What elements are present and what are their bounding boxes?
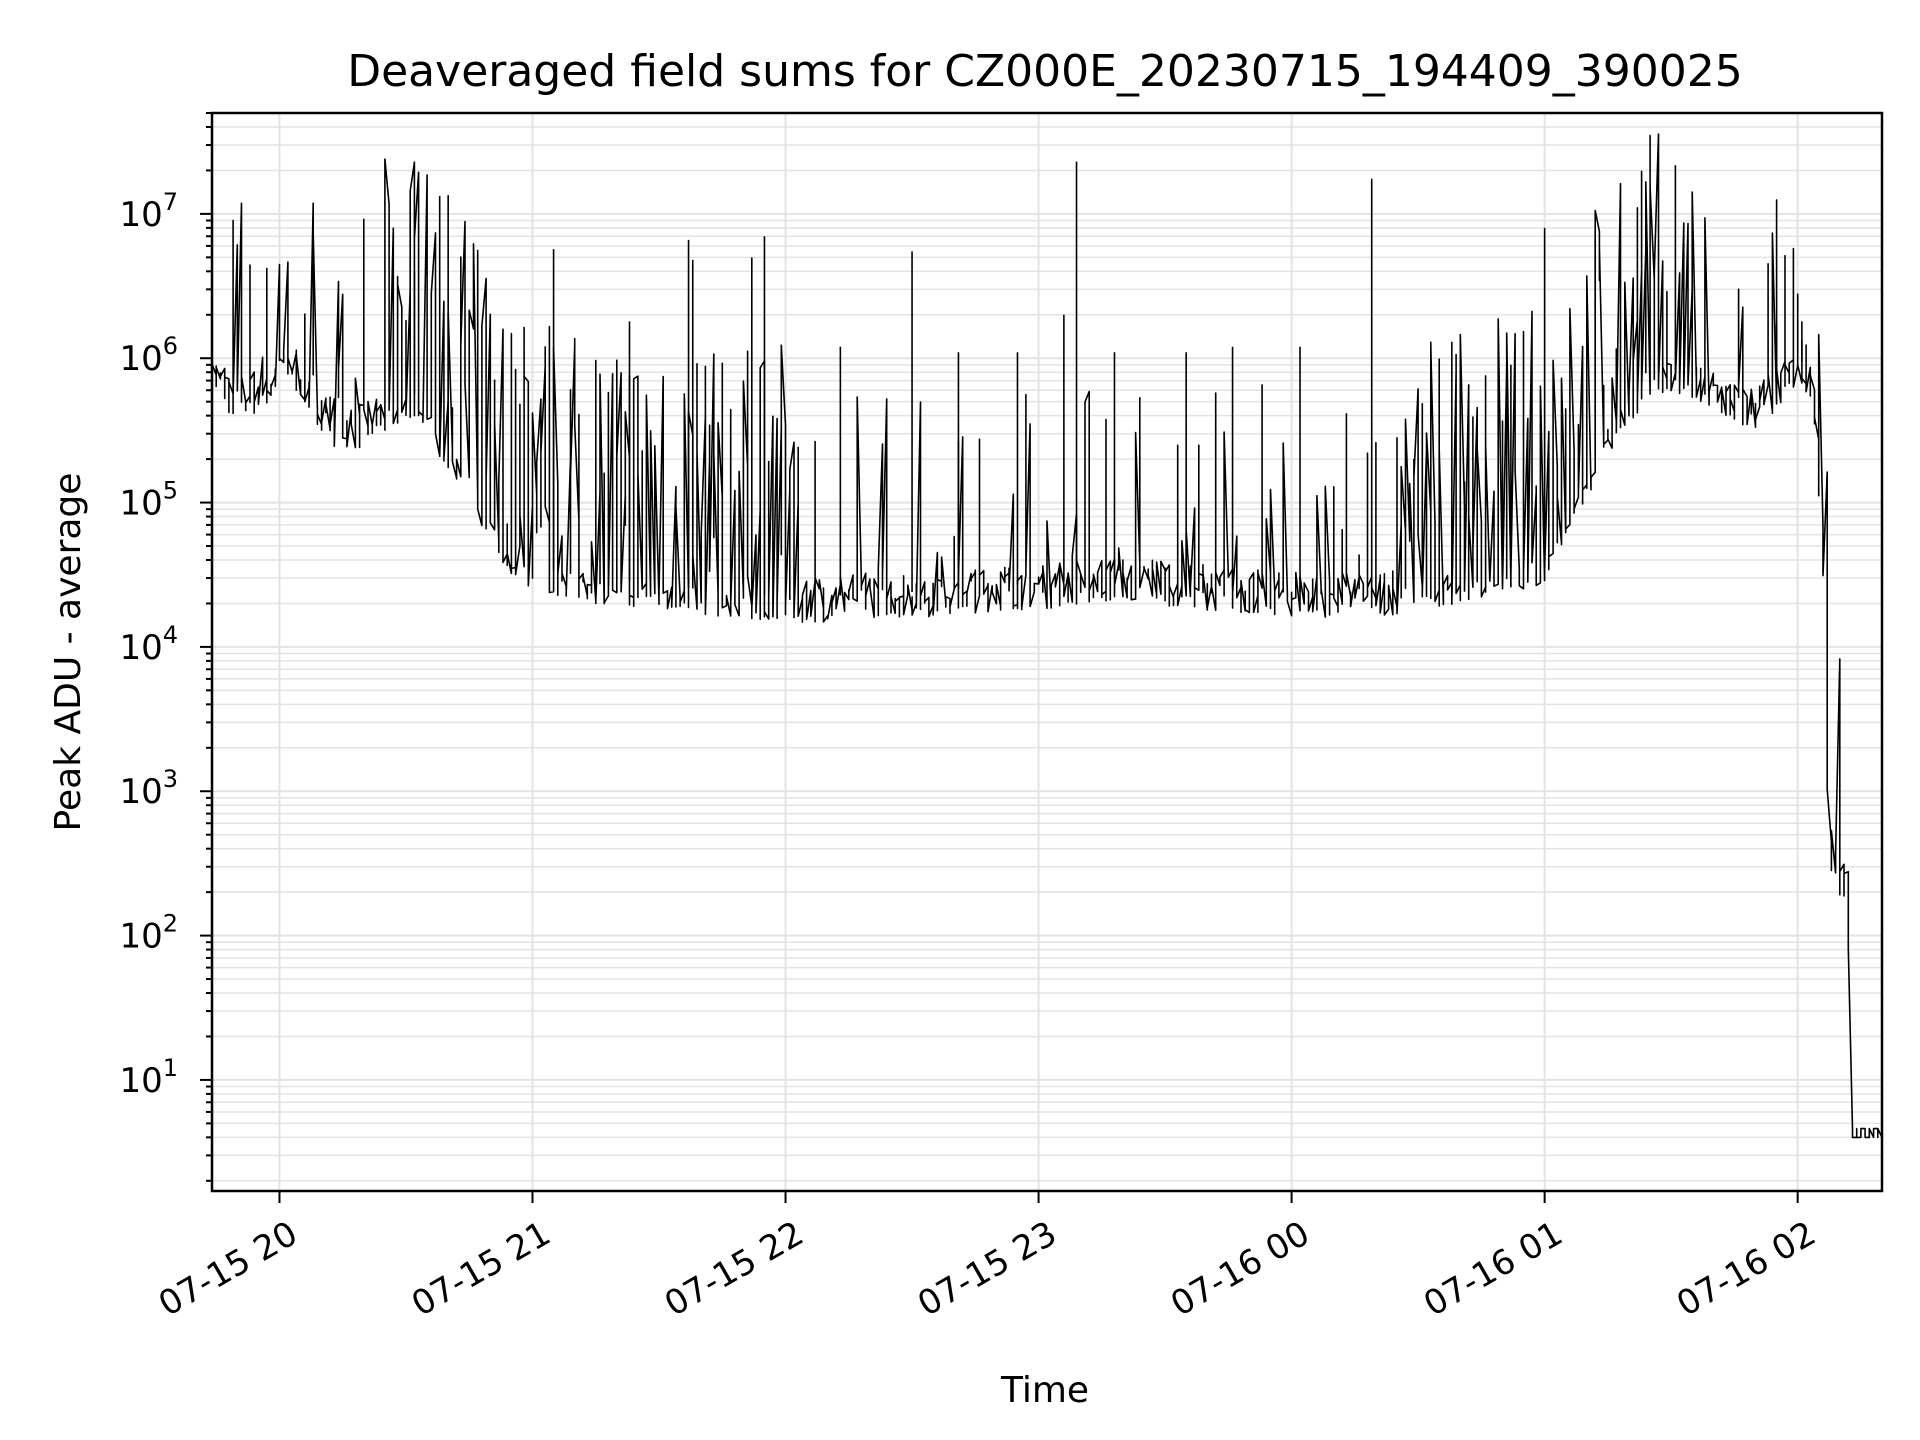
y-tick-label: 107: [119, 188, 178, 235]
tick-layer: 101 102 103 104 105 106 107 07-15 20 07-15 21 07-…: [119, 112, 1823, 1325]
x-axis-label: Time: [1000, 1370, 1089, 1411]
y-tick-label: 102: [119, 910, 178, 957]
x-tick-label: 07-16 00: [1164, 1214, 1316, 1325]
plot-frame: [210, 111, 1884, 1193]
y-tick-label: 105: [119, 477, 178, 524]
y-tick-label: 101: [119, 1054, 178, 1101]
chart-title: Deaveraged field sums for CZ000E_2023071…: [347, 46, 1743, 97]
y-tick-label: 106: [119, 332, 178, 379]
spike-layer: [413, 161, 1803, 596]
x-tick-label: 07-16 02: [1670, 1214, 1822, 1325]
x-tick-label: 07-16 01: [1417, 1214, 1569, 1325]
y-tick-label: 104: [119, 621, 178, 668]
series-line: [211, 133, 1883, 1139]
x-tick-label: 07-15 22: [658, 1214, 810, 1325]
y-tick-label: 103: [119, 765, 178, 812]
x-tick-label: 07-15 20: [152, 1214, 304, 1325]
x-tick-label: 07-15 23: [911, 1214, 1063, 1325]
x-tick-label: 07-15 21: [405, 1214, 557, 1325]
y-axis-label: Peak ADU - average: [48, 473, 89, 832]
